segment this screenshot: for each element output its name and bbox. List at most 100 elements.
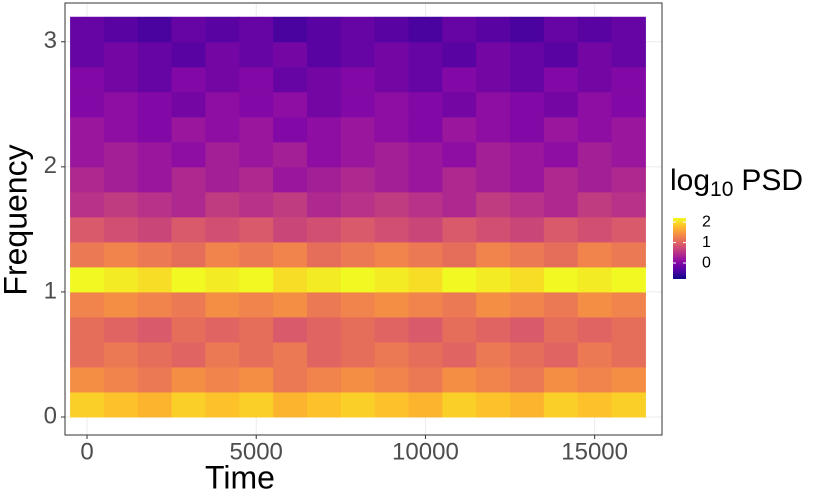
heat-cell <box>70 166 105 193</box>
heat-cell <box>273 116 308 143</box>
heat-cell <box>543 291 579 318</box>
heat-cell <box>103 341 139 368</box>
x-tick-label: 10000 <box>392 438 459 465</box>
heat-cell <box>510 391 545 418</box>
heat-cell <box>577 291 613 318</box>
heat-cell <box>137 41 173 68</box>
heat-cell <box>171 241 206 268</box>
heat-cell <box>171 391 206 418</box>
heat-cell <box>374 366 410 393</box>
heat-cell <box>137 216 173 243</box>
heat-cell <box>611 191 646 218</box>
heat-cell <box>408 366 443 393</box>
heat-cell <box>239 16 274 43</box>
heat-cell <box>408 91 443 118</box>
heat-cell <box>273 91 308 118</box>
heat-cell <box>205 216 240 243</box>
heat-cell <box>205 291 240 318</box>
heat-cell <box>408 241 443 268</box>
heat-cell <box>205 91 240 118</box>
heat-cell <box>70 366 105 393</box>
heat-cell <box>171 266 206 293</box>
heat-cell <box>543 241 579 268</box>
heat-cell <box>543 41 579 68</box>
heat-cell <box>137 266 173 293</box>
heat-cell <box>137 91 173 118</box>
heat-cell <box>205 391 240 418</box>
heat-cell <box>374 16 410 43</box>
heat-cell <box>577 141 613 168</box>
heat-cell <box>611 366 646 393</box>
heat-cell <box>137 391 173 418</box>
heat-cell <box>306 166 342 193</box>
heat-cell <box>171 166 206 193</box>
heat-cell <box>611 216 646 243</box>
heat-cell <box>239 316 274 343</box>
heat-cell <box>611 91 646 118</box>
heat-cell <box>510 116 545 143</box>
heat-cell <box>70 266 105 293</box>
heat-cell <box>340 41 376 68</box>
heat-cell <box>374 391 410 418</box>
heat-cell <box>611 291 646 318</box>
heat-cell <box>239 166 274 193</box>
heat-cell <box>103 91 139 118</box>
heat-cell <box>306 66 342 93</box>
heat-cell <box>510 141 545 168</box>
heat-cell <box>442 291 477 318</box>
heat-cell <box>306 16 342 43</box>
legend-title-text: log <box>670 164 710 197</box>
heat-cell <box>171 66 206 93</box>
heat-cell <box>408 291 443 318</box>
heat-cell <box>577 41 613 68</box>
heat-cell <box>442 266 477 293</box>
heat-cell <box>442 91 477 118</box>
heat-cell <box>543 366 579 393</box>
heat-cell <box>611 266 646 293</box>
heat-cell <box>70 291 105 318</box>
heat-cell <box>137 141 173 168</box>
heat-cell <box>70 116 105 143</box>
heat-cell <box>340 66 376 93</box>
heat-cell <box>442 16 477 43</box>
heat-cell <box>306 241 342 268</box>
heat-cell <box>70 16 105 43</box>
heat-cell <box>611 41 646 68</box>
heat-cell <box>137 66 173 93</box>
y-tick-label: 3 <box>44 27 57 54</box>
heat-cell <box>171 141 206 168</box>
heat-cell <box>171 316 206 343</box>
x-tick-label: 5000 <box>230 438 283 465</box>
heat-cell <box>577 66 613 93</box>
heat-cell <box>273 166 308 193</box>
heat-cell <box>239 41 274 68</box>
heat-cell <box>543 216 579 243</box>
heat-cell <box>476 341 511 368</box>
heat-cell <box>543 66 579 93</box>
heat-cell <box>70 91 105 118</box>
plot-border <box>64 2 663 436</box>
heat-cell <box>543 391 579 418</box>
heat-cell <box>510 41 545 68</box>
heat-cell <box>476 166 511 193</box>
heat-cell <box>137 191 173 218</box>
heat-cell <box>171 91 206 118</box>
heat-cell <box>273 241 308 268</box>
heat-cell <box>340 191 376 218</box>
heat-cell <box>205 41 240 68</box>
heat-cell <box>442 341 477 368</box>
heat-cell <box>476 316 511 343</box>
heat-cell <box>137 116 173 143</box>
y-tick-label: 0 <box>44 402 57 429</box>
heat-cell <box>510 66 545 93</box>
heat-cell <box>408 141 443 168</box>
heat-cell <box>340 16 376 43</box>
heat-cell <box>239 391 274 418</box>
heat-cell <box>239 141 274 168</box>
heat-cell <box>442 191 477 218</box>
heat-cell <box>510 191 545 218</box>
heat-cell <box>205 366 240 393</box>
heat-cell <box>103 316 139 343</box>
heat-cell <box>577 91 613 118</box>
